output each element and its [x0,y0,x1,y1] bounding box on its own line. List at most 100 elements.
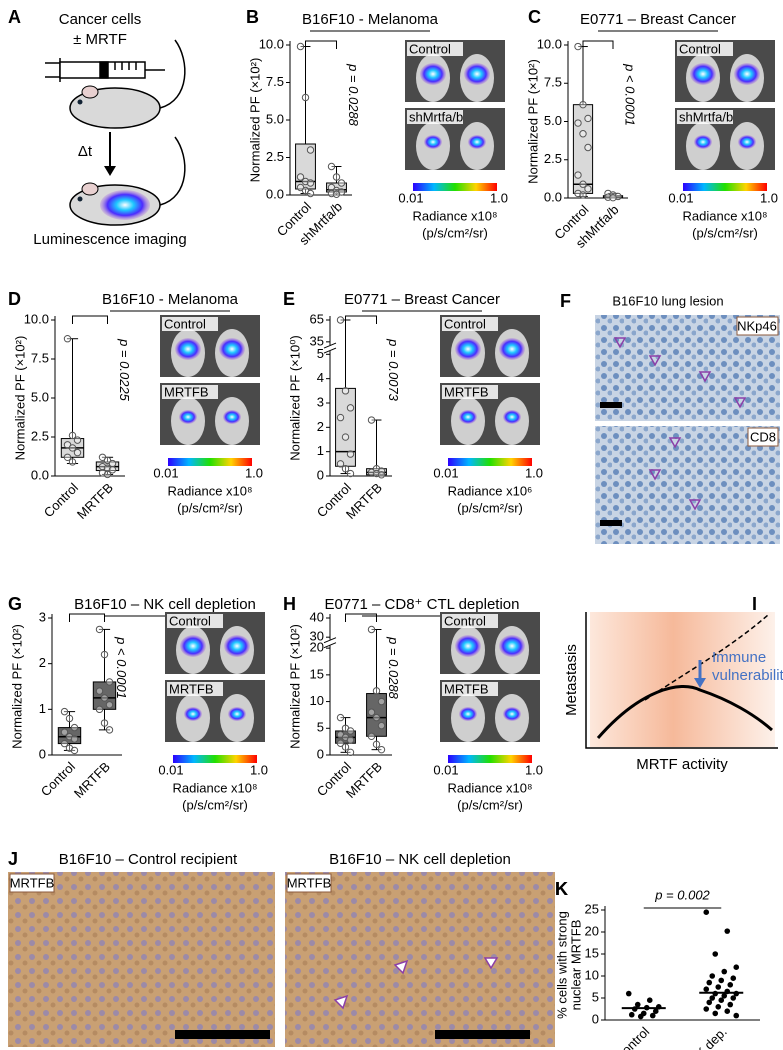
y-tick-label: 15 [310,666,324,681]
data-point [367,416,376,424]
p-value: p = 0.0288 [346,63,361,127]
y-tick-label: 10 [585,967,599,982]
scale-bar [600,402,622,408]
data-point [105,678,114,686]
y-tick-label: 40 [310,609,324,624]
data-point [367,732,376,740]
signal [179,410,197,424]
data-point [574,119,582,127]
data-point [724,1008,731,1014]
panel-letter: G [8,594,22,614]
mouse [69,136,186,226]
signal [219,338,245,360]
data-point [730,975,737,981]
y-tick-label: 4 [317,370,324,385]
data-point [584,185,592,193]
signal [175,338,201,360]
break-mark [323,347,337,354]
colorbar-max: 1.0 [525,465,543,480]
y-tick-label: 2.5 [544,151,562,166]
panel-letter: K [555,879,568,899]
break-mark [323,342,337,349]
data-point [336,316,345,324]
break-mark [323,642,337,649]
colorbar-max: 1.0 [245,465,263,480]
colorbar-unit: (p/s/cm²/sr) [457,797,523,812]
data-point [346,469,355,478]
y-axis-label: Normalized PF (×10²) [525,59,540,184]
y-axis-label: Normalized PF (×10²) [12,336,27,461]
data-point [332,190,341,198]
y-tick-label: 5 [317,720,324,735]
data-point [336,460,345,468]
stain-label: MRTFB [287,875,332,890]
data-point [346,450,355,458]
p-value: p < 0.0001 [623,63,638,126]
arrowheads [333,957,499,1010]
image-label: MRTFB [164,384,209,399]
data-point [60,739,69,748]
micrograph [285,872,555,1047]
bracket [345,315,377,324]
panel-title: B16F10 – Control recipient [59,851,238,868]
data-point [372,713,381,722]
stain-label: MRTFB [10,875,55,890]
data-point [649,1012,656,1019]
signal [459,707,477,721]
panel-i: I Immune vulnerability Metastasis MRTF a… [563,594,783,773]
curve [596,685,773,739]
data-point [574,42,582,51]
y-tick-label: 15 [585,945,599,960]
bracket [69,613,105,622]
label-bg [442,614,498,628]
data-point [715,1004,722,1010]
y-tick-label: 7.5 [266,74,284,89]
colorbar-title: Radiance x10⁸ [173,780,258,795]
image-label: MRTFB [169,681,214,696]
y-tick-label: 3 [317,394,324,409]
y-tick-label: 5.0 [544,113,562,128]
micrograph [8,872,275,1047]
text: ± MRTF [73,31,127,48]
colorbar [683,183,767,191]
box [366,693,387,737]
data-point [60,728,69,736]
colorbar [448,458,532,466]
data-point [63,335,72,343]
data-point [63,453,72,461]
colorbar-min: 0.01 [153,465,178,480]
y-tick-label: 65 [310,311,324,326]
data-point [721,993,728,999]
y-axis-label: Normalized PF (×10²) [9,624,24,749]
data-point [579,100,587,109]
panel-title: B16F10 lung lesion [612,293,723,308]
data-point [609,193,617,202]
break-mark [323,637,337,644]
data-point [103,470,112,479]
arrow-head [104,166,116,176]
data-point [584,114,592,123]
colorbar-min: 0.01 [668,190,693,205]
arrow-head [694,678,706,688]
y-tick-label: 5.0 [31,389,49,404]
colorbar-title: Radiance x10⁸ [413,208,498,223]
data-point [60,707,69,716]
label-bg [677,42,733,56]
signal [738,135,756,149]
label-bg [442,682,498,696]
signal [694,135,712,149]
syringe [45,58,165,82]
panel-title: E0771 – Breast Cancer [344,291,500,308]
data-point [377,471,386,479]
p-value: p = 0.002 [654,887,710,902]
data-point [100,719,109,727]
scale-bar [175,1030,270,1039]
y-tick-label: 7.5 [544,75,562,90]
y-tick-label: 5.0 [266,111,284,126]
data-point [73,448,82,457]
image-label: MRTFB [444,384,489,399]
panel-title: B16F10 – NK cell depletion [329,851,511,868]
y-tick-label: 2.5 [31,428,49,443]
image-label: Control [444,613,486,628]
label-bg [167,682,223,696]
